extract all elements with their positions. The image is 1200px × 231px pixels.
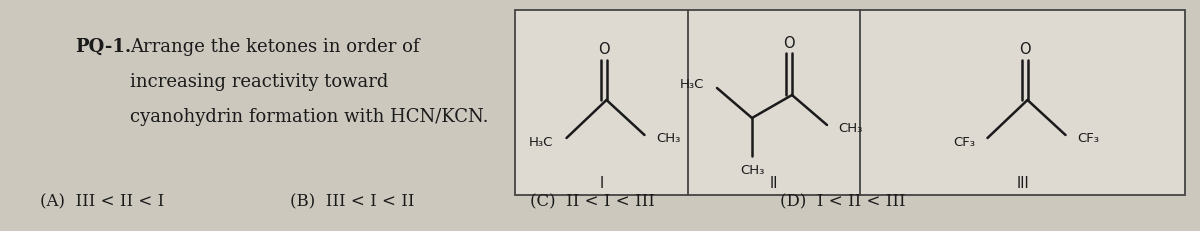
Text: (A)  III < II < I: (A) III < II < I [40,193,164,210]
Text: CH₃: CH₃ [838,122,863,134]
Text: H₃C: H₃C [529,136,553,149]
Text: Arrange the ketones in order of: Arrange the ketones in order of [130,38,420,56]
Text: increasing reactivity toward: increasing reactivity toward [130,73,389,91]
Text: (C)  II < I < III: (C) II < I < III [530,193,655,210]
Text: O: O [598,43,610,58]
Text: H₃C: H₃C [679,79,704,91]
Text: CH₃: CH₃ [740,164,764,176]
Text: O: O [1019,43,1031,58]
Text: CH₃: CH₃ [656,133,680,146]
Text: O: O [784,36,794,51]
Text: I: I [599,176,604,191]
Text: (D)  I < II < III: (D) I < II < III [780,193,906,210]
Text: II: II [769,176,779,191]
Text: cyanohydrin formation with HCN/KCN.: cyanohydrin formation with HCN/KCN. [130,108,488,126]
Text: PQ-1.: PQ-1. [74,38,131,56]
Text: CF₃: CF₃ [1078,133,1099,146]
Text: (B)  III < I < II: (B) III < I < II [290,193,414,210]
Text: CF₃: CF₃ [954,136,976,149]
Text: III: III [1016,176,1028,191]
Bar [515,10,1186,195]
